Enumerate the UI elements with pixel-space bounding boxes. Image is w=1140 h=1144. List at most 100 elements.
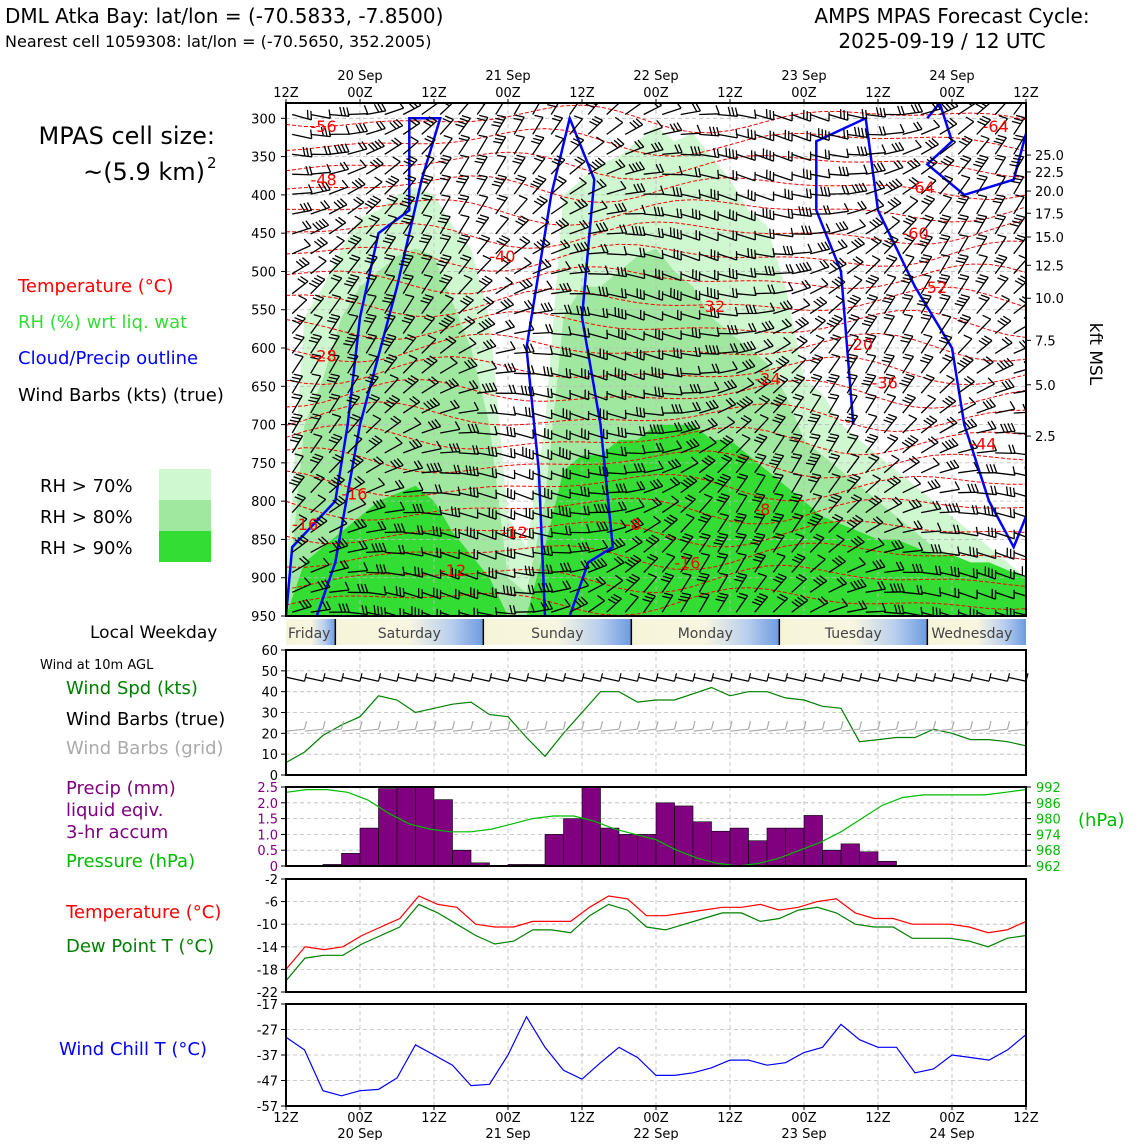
- wind-barb: [532, 258, 552, 275]
- wind-barb: [865, 107, 887, 118]
- wind-barb: [1013, 511, 1026, 518]
- weekday-name: Saturday: [378, 626, 441, 642]
- wind-barb: [569, 177, 587, 195]
- wind-barb: [884, 604, 905, 615]
- wind-barb: [939, 136, 956, 155]
- wind-barb: [384, 458, 404, 474]
- wind-barb: [791, 168, 812, 181]
- wind-barb: [440, 421, 461, 434]
- wind-barb: [383, 394, 401, 414]
- wind-barb: [790, 453, 803, 474]
- wind-barb: [902, 353, 915, 374]
- wind-barb: [532, 366, 554, 377]
- wind-barb: [954, 294, 971, 314]
- wind-barb: [495, 584, 516, 597]
- wind-barb: [976, 464, 998, 474]
- pressure-line: [285, 789, 1027, 867]
- wind-barb: [661, 476, 681, 494]
- wind-barb: [920, 175, 937, 195]
- wind-barb: [770, 512, 785, 533]
- wind-barb: [476, 103, 487, 115]
- wind-barb: [456, 174, 470, 195]
- wind-barb: [717, 230, 738, 242]
- wind-barb: [884, 561, 905, 574]
- wind-barb: [531, 134, 545, 155]
- wind-barb: [976, 194, 988, 215]
- cs-ytick-label: 650: [251, 380, 276, 395]
- wind-barb: [329, 559, 350, 574]
- wind-barb: [661, 533, 677, 553]
- temp-ytick-label: -22: [257, 986, 278, 1001]
- wind-barb: [773, 188, 794, 201]
- wind-barb: [920, 119, 941, 135]
- wind-barb: [550, 408, 571, 421]
- temp-contour-label: -48: [311, 171, 337, 190]
- wind-barb: [365, 293, 377, 314]
- wind-barb: [809, 112, 830, 122]
- wind-barb: [606, 389, 627, 401]
- wind-barb: [844, 413, 859, 434]
- wind-barb: [291, 493, 306, 514]
- wind-barb: [551, 389, 571, 400]
- wind-barb: [513, 446, 534, 460]
- wind-barb: [791, 533, 805, 553]
- wind-barb: [643, 424, 665, 434]
- wind-barb: [327, 313, 341, 334]
- wind-barb: [809, 315, 826, 334]
- wind-barb: [828, 221, 849, 235]
- wind-barb: [1013, 275, 1026, 295]
- wind-barb: [752, 552, 767, 573]
- wind-barb: [402, 375, 419, 394]
- wind-barb: [1009, 154, 1025, 175]
- wind-barb: [976, 398, 997, 414]
- wind-barb: [606, 159, 626, 175]
- wind-barb: [754, 130, 775, 142]
- wind-barb: [810, 223, 831, 235]
- wind-barb: [865, 144, 887, 155]
- wind-barb: [661, 592, 674, 613]
- wind-barb: [513, 278, 533, 295]
- wind-barb: [1013, 194, 1025, 215]
- wind-barb: [438, 154, 452, 175]
- wind-barb: [439, 194, 451, 215]
- wind-barb: [828, 202, 850, 215]
- wind-barb: [643, 349, 664, 361]
- wind-barb: [569, 103, 579, 115]
- wind-barb: [495, 297, 515, 315]
- wind-frame: [285, 649, 1027, 776]
- wind-barb: [569, 327, 590, 338]
- wind-barb: [366, 520, 387, 534]
- wind-barb: [384, 194, 399, 215]
- wind-barb: [735, 414, 752, 434]
- wind-barb: [865, 255, 881, 275]
- cloud-outline: [815, 116, 1026, 551]
- wind-barb: [588, 465, 609, 477]
- wind-barb: [714, 473, 732, 494]
- wind-barb: [828, 166, 850, 177]
- wind-barb: [791, 109, 812, 122]
- wind-barb: [662, 330, 682, 341]
- wind-barb: [865, 236, 882, 255]
- wind-barb: [310, 494, 327, 514]
- wind-barb: [680, 438, 700, 454]
- wind-barb: [328, 454, 344, 474]
- wind-barb: [698, 231, 719, 242]
- wind-barb: [662, 404, 683, 414]
- wind-barb: [588, 243, 609, 255]
- wind-barb: [569, 428, 590, 441]
- wind-barb: [976, 566, 997, 580]
- wind-barb: [308, 275, 326, 295]
- wind-barb-true: [730, 673, 752, 682]
- temp-contour-label: -40: [489, 247, 515, 266]
- wind-barb: [976, 420, 997, 434]
- wind-barb: [365, 333, 378, 354]
- wind-barb: [402, 293, 415, 314]
- wind-barb-grid: [304, 721, 326, 732]
- wind-barb: [994, 547, 1015, 560]
- precip-bar: [452, 849, 472, 867]
- wind-barb: [310, 218, 330, 235]
- wind-barb: [699, 105, 720, 116]
- wind-barb-true: [785, 673, 807, 682]
- wind-barb: [569, 198, 589, 215]
- wind-barb: [828, 257, 847, 275]
